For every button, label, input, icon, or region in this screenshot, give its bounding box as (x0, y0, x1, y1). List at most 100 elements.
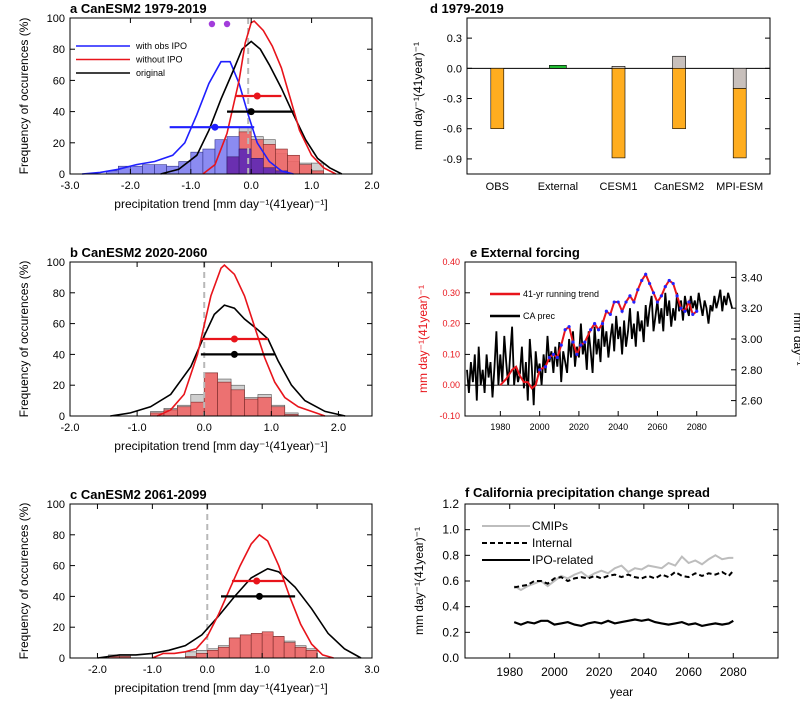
y-axis-label: mm day⁻¹(41year)⁻¹ (411, 42, 425, 150)
legend-label: 41-yr running trend (523, 289, 599, 299)
y-tick-label: -0.9 (443, 154, 462, 166)
x-tick-label: 1980 (496, 665, 523, 679)
x-axis-label: precipitation trend [mm day⁻¹(41year)⁻¹] (114, 681, 327, 695)
y-tick-label: 60 (53, 75, 65, 87)
significance-marker (663, 285, 667, 289)
y-tick-label: 100 (47, 13, 65, 25)
y-axis-label-right: mm day⁻¹ (791, 312, 800, 365)
x-tick-label: 1.0 (255, 664, 270, 676)
hist-bar-red (217, 381, 232, 417)
y-tick-label: 80 (53, 44, 65, 56)
significance-marker (604, 309, 608, 313)
hist-bar-red (177, 406, 192, 417)
legend-label: IPO-related (532, 553, 593, 567)
y-tick-label: 0.0 (447, 63, 462, 75)
significance-marker (563, 328, 567, 332)
x-tick-label: 2000 (530, 422, 550, 432)
panel-title: d 1979-2019 (430, 1, 504, 16)
significance-marker (593, 322, 597, 326)
y-tick-label: 20 (53, 138, 65, 150)
whisker-dot (230, 335, 238, 343)
significance-marker (647, 281, 652, 286)
whisker-dot (255, 592, 263, 600)
legend-label: CA prec (523, 311, 556, 321)
x-tick-label: 3.0 (364, 664, 379, 676)
significance-marker (208, 20, 216, 28)
y-tick-label: 0 (59, 653, 65, 665)
y-tick-label: 0.4 (442, 600, 459, 614)
y-tick-label: 100 (47, 499, 65, 511)
hist-bar-blue (130, 165, 143, 175)
hist-bar-red (299, 164, 312, 175)
bar-orange (672, 68, 686, 130)
y-axis-label: Frequency of occurences (%) (17, 18, 31, 175)
significance-marker (612, 300, 616, 304)
hist-bar-red (217, 646, 230, 659)
x-tick-label: 0.0 (197, 422, 212, 434)
hist-bar-red (190, 401, 205, 417)
hist-bar-red (230, 389, 245, 417)
bar-grey (611, 66, 626, 69)
y-tick-label: 60 (53, 561, 65, 573)
significance-marker (575, 352, 579, 356)
bar-orange (490, 68, 505, 130)
significance-marker (555, 355, 559, 360)
y-tick-label: 0 (59, 169, 65, 181)
hist-bar-blue (142, 164, 155, 175)
x-tick-label: -2.0 (88, 664, 107, 676)
significance-marker (695, 309, 699, 313)
curve-without-ipo (152, 533, 334, 659)
panel-title: e External forcing (470, 245, 580, 260)
y-axis-label: Frequency of occurences (%) (17, 261, 31, 418)
bar-grey (672, 55, 686, 69)
x-tick-label: 1.0 (264, 422, 279, 434)
y-tick-label: 0.2 (442, 625, 459, 639)
x-tick-label: 1.0 (304, 180, 319, 192)
significance-marker (636, 288, 640, 292)
significance-marker (675, 294, 679, 298)
hist-bar-red (261, 631, 274, 659)
significance-marker (538, 368, 542, 372)
significance-marker (547, 355, 552, 360)
panel-title: a CanESM2 1979-2019 (70, 1, 207, 16)
significance-marker (644, 272, 648, 276)
whisker-dot (211, 123, 219, 131)
hist-bar-overlap (238, 148, 252, 175)
whisker-dot (230, 350, 238, 358)
x-tick-label: 0.0 (200, 664, 215, 676)
y-tick-label: -0.6 (443, 124, 462, 136)
plot-frame (69, 17, 373, 175)
bar-green (549, 65, 567, 69)
category-label: CESM1 (600, 181, 638, 193)
category-label: MPI-ESM (716, 181, 763, 193)
panel-a: -3.0 -2.0 -1.0 0.0 1.0 2.0 0 20 40 60 80 100 a CanES… (17, 1, 380, 211)
x-tick-label: 2.0 (364, 180, 379, 192)
significance-marker (583, 340, 587, 344)
panel-d: OBS External CESM1 CanESM2 MPI-ESM 0.3 0.0 -0.3… (411, 1, 771, 193)
hist-bar-red (272, 636, 285, 659)
y-axis-label-left: mm day⁻¹(41year)⁻¹ (416, 285, 430, 393)
line-ipo-related (513, 618, 734, 628)
x-tick-label: -2.0 (61, 422, 80, 434)
bar-orange (732, 88, 747, 159)
x-axis-label: precipitation trend [mm day⁻¹(41year)⁻¹] (114, 197, 327, 211)
x-tick-label: 2.0 (331, 422, 346, 434)
x-tick-label: 2040 (608, 422, 628, 432)
significance-marker (683, 309, 687, 313)
y-tick-label-left: 0.40 (442, 257, 460, 267)
x-tick-label: 2080 (720, 665, 747, 679)
x-tick-label: -2.0 (121, 180, 140, 192)
curve-original (110, 304, 346, 417)
significance-marker (640, 278, 644, 283)
hist-bar-red (195, 653, 208, 659)
x-tick-label: 2000 (541, 665, 568, 679)
line-ca-prec (466, 289, 733, 406)
plot-frame (464, 261, 737, 417)
significance-marker (655, 300, 660, 304)
bar-orange (611, 68, 626, 159)
curve-without-ipo (202, 20, 337, 175)
legend-label: CMIPs (532, 519, 568, 533)
plot-frame (464, 503, 779, 659)
bar-grey (732, 68, 747, 89)
